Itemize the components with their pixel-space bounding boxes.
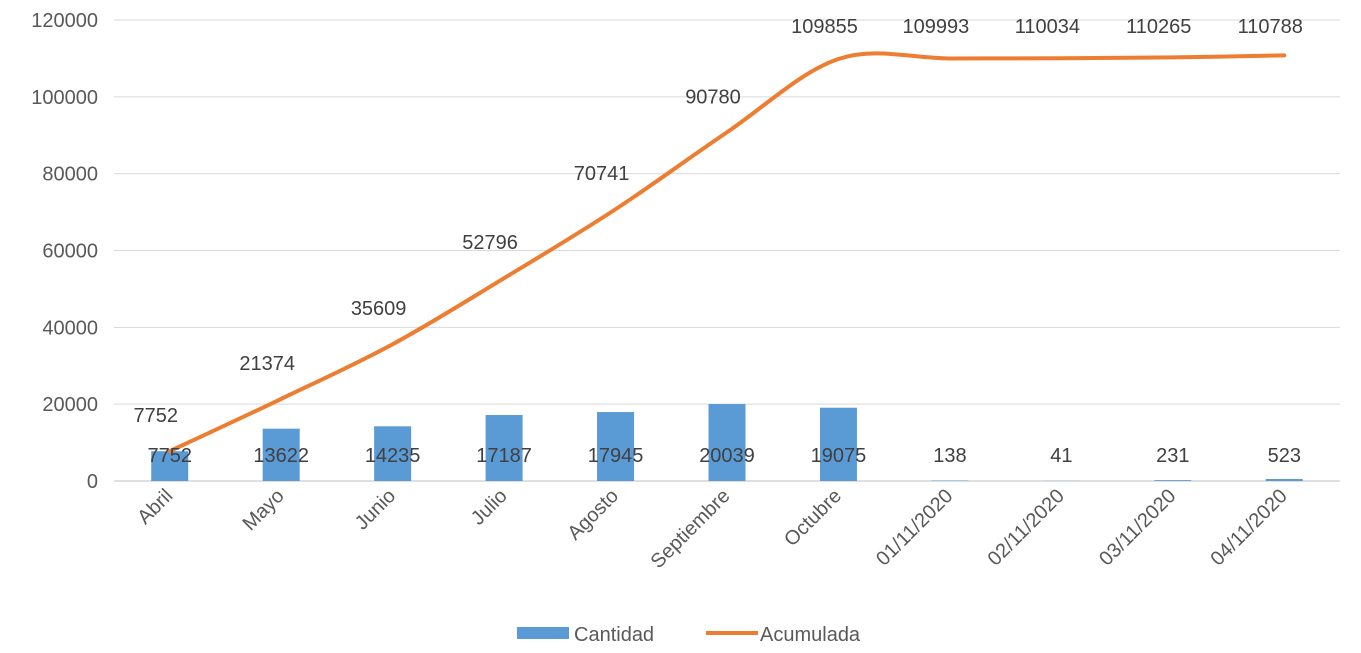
bar-data-label: 19075: [811, 445, 867, 467]
bar-series-cantidad: [151, 404, 1303, 481]
bar-data-label: 231: [1156, 445, 1189, 467]
bar-data-label: 17187: [476, 445, 532, 467]
line-data-labels: 7752 21374 35609 52796 70741 90780 109855 10999…: [133, 16, 1302, 427]
line-data-label: 110265: [1126, 16, 1191, 38]
line-data-label: 109855: [791, 16, 858, 38]
line-data-label: 110788: [1238, 16, 1303, 38]
bar: [1265, 478, 1303, 481]
y-tick-label: 120000: [31, 10, 98, 32]
x-tick-label: Octubre: [780, 485, 846, 551]
bar: [485, 414, 523, 481]
y-tick-label: 20000: [42, 394, 98, 416]
legend-label-acumulada: Acumulada: [760, 624, 861, 646]
line-data-label: 7752: [133, 405, 178, 427]
bar-data-label: 14235: [365, 445, 421, 467]
y-tick-label: 0: [87, 471, 98, 493]
x-tick-label: 02/11/2020: [984, 485, 1069, 570]
y-axis: 0 20000 40000 60000 80000 100000 120000: [31, 10, 98, 493]
bar: [151, 451, 189, 481]
bar: [262, 428, 300, 481]
x-tick-label: Septiembre: [647, 485, 735, 573]
x-tick-label: Mayo: [239, 485, 289, 535]
bar-data-label: 17945: [588, 445, 644, 467]
legend: Cantidad Acumulada: [517, 624, 861, 646]
x-tick-label: 01/11/2020: [872, 485, 957, 570]
bar-data-labels: 7752 13622 14235 17187 17945 20039 19075 138 41 2…: [147, 445, 1300, 467]
y-tick-label: 60000: [42, 241, 98, 263]
bar-data-label: 138: [933, 445, 966, 467]
bar: [1154, 480, 1192, 481]
legend-label-cantidad: Cantidad: [574, 624, 654, 646]
x-tick-label: Junio: [351, 485, 400, 534]
bar: [374, 426, 412, 481]
x-tick-label: 03/11/2020: [1095, 485, 1180, 570]
bar-data-label: 523: [1268, 445, 1301, 467]
bar: [819, 407, 857, 481]
bar: [708, 404, 746, 481]
bar-data-label: 13622: [253, 445, 309, 467]
bar-data-label: 20039: [699, 445, 755, 467]
line-data-label: 70741: [574, 163, 630, 185]
y-tick-label: 100000: [31, 87, 98, 109]
bar: [931, 480, 969, 481]
line-data-label: 109993: [903, 16, 970, 38]
x-tick-label: Agosto: [563, 485, 623, 545]
y-tick-label: 40000: [42, 317, 98, 339]
y-tick-label: 80000: [42, 164, 98, 186]
bar-data-label: 7752: [147, 445, 192, 467]
bar: [597, 412, 635, 481]
legend-swatch-cantidad: [517, 627, 569, 639]
line-data-label: 52796: [462, 232, 518, 254]
x-tick-label: Julio: [467, 485, 512, 530]
bar-data-label: 41: [1050, 445, 1072, 467]
gridlines: [114, 19, 1340, 482]
x-tick-label: 04/11/2020: [1207, 485, 1292, 570]
line-series-acumulada: [167, 51, 1287, 454]
line-data-label: 110034: [1015, 16, 1080, 38]
line-data-label: 35609: [351, 298, 407, 320]
x-tick-label: Abril: [133, 485, 177, 529]
line-data-label: 90780: [685, 86, 741, 108]
line-data-label: 21374: [239, 353, 295, 375]
x-axis: Abril Mayo Junio Julio Agosto Septiembre Octub…: [133, 485, 1291, 573]
